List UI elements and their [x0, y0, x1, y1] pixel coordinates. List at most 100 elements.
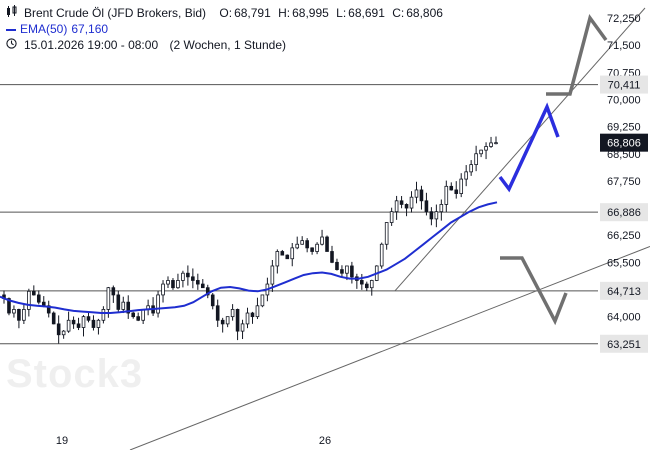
candle-body: [215, 305, 220, 321]
candle-body: [106, 287, 111, 310]
candle-body: [136, 316, 140, 321]
candle-body: [186, 272, 190, 278]
candle-body: [449, 185, 454, 191]
candle-body: [36, 294, 41, 303]
candle-body: [394, 200, 399, 213]
candle-body: [489, 142, 493, 147]
date-range: 15.01.2026 19:00 - 08:00: [24, 38, 159, 52]
candle-body: [315, 243, 319, 252]
candle-body: [66, 319, 71, 332]
candle-body: [340, 269, 344, 274]
candle-body: [91, 319, 96, 328]
candle-body: [330, 251, 334, 263]
watermark: Stock3: [6, 352, 144, 396]
candle-body: [424, 200, 429, 213]
price-tick-label: 65,500: [607, 257, 641, 269]
candle-body: [494, 142, 498, 145]
close-value: 68,806: [406, 6, 443, 20]
time-tick-label: 19: [56, 435, 68, 447]
candle-body: [325, 236, 329, 252]
candle-body: [240, 323, 245, 332]
candle-body: [414, 189, 419, 198]
candle-body: [32, 290, 36, 296]
price-tick-label: 70,000: [607, 94, 641, 106]
candle-body: [96, 319, 101, 328]
candle-body: [300, 240, 304, 245]
candle-body: [444, 185, 449, 205]
candle-body: [61, 330, 66, 336]
candle-body: [399, 200, 404, 205]
candle-body: [350, 265, 354, 278]
candle-body: [230, 309, 235, 318]
candle-body: [384, 222, 389, 245]
bullish-extension-arrow: [546, 13, 608, 96]
close-label: C:: [392, 6, 405, 20]
price-tick-label: 64,000: [607, 312, 641, 324]
candle-body: [360, 280, 364, 285]
level-price-tag-bg: [600, 334, 648, 353]
level-price-tag-bg: [600, 75, 648, 94]
candle-body: [116, 294, 121, 310]
candle-body: [364, 283, 369, 289]
level-price-tag: 66,886: [607, 207, 641, 219]
candle-body: [121, 301, 126, 310]
price-tick-label: 68,500: [607, 149, 641, 161]
ema50-line: [0, 201, 498, 314]
high-value: 68,995: [292, 6, 329, 20]
candle-body: [419, 189, 424, 202]
support-trendline: [129, 245, 650, 450]
level-price-tag: 64,713: [607, 286, 641, 298]
candle-body: [320, 236, 324, 245]
open-value: 68,791: [234, 6, 271, 20]
candle-body: [379, 243, 384, 267]
instrument-name: Brent Crude Öl (JFD Brokers, Bid): [24, 6, 207, 20]
level-price-tag-bg: [600, 281, 648, 300]
candle-body: [17, 309, 21, 321]
candle-body: [131, 312, 136, 318]
candle-body: [141, 309, 145, 321]
candle-body: [305, 240, 309, 249]
current-price-tag: 68,806: [607, 138, 641, 150]
legend-range: 15.01.2026 19:00 - 08:00 (2 Wochen, 1 St…: [6, 37, 290, 53]
candle-body: [285, 254, 290, 260]
price-tick-label: 69,250: [607, 122, 641, 134]
time-axis: 19 26: [56, 435, 331, 447]
candle-body: [76, 323, 81, 328]
ema-swatch: [6, 28, 16, 31]
current-price-tag-bg: [600, 133, 648, 152]
period: (2 Wochen, 1 Stunde): [169, 38, 286, 52]
candle-body: [295, 243, 300, 249]
candle-body: [335, 261, 339, 270]
candle-body: [345, 265, 349, 274]
candle-body: [409, 196, 414, 209]
candle-body: [181, 272, 185, 281]
candle-body: [250, 312, 255, 318]
candle-body: [369, 280, 374, 289]
open-label: O:: [219, 6, 233, 20]
candle-body: [205, 287, 210, 296]
candle-body: [434, 211, 439, 220]
candle-body: [200, 283, 205, 289]
candle-body: [101, 309, 106, 321]
ema-label: EMA(50): [20, 22, 68, 36]
candle-body: [389, 211, 394, 223]
legend-main: Brent Crude Öl (JFD Brokers, Bid) O: 68,7…: [6, 5, 447, 21]
candle-body: [161, 283, 165, 296]
steep-trendline: [394, 7, 646, 292]
low-value: 68,691: [348, 6, 385, 20]
candle-body: [245, 312, 250, 325]
candle-body: [225, 316, 230, 325]
candle-body: [464, 171, 468, 180]
trend-lines: [129, 7, 650, 450]
scenario-arrows: [498, 13, 608, 326]
candle-body: [280, 251, 285, 256]
price-tick-label: 67,750: [607, 176, 641, 188]
candle-body: [51, 312, 56, 325]
candle-body: [255, 305, 260, 318]
candle-body: [479, 149, 483, 155]
bullish-scenario-arrow: [498, 102, 560, 193]
time-tick-label: 26: [319, 435, 331, 447]
low-label: L:: [336, 6, 347, 20]
candle-body: [404, 204, 409, 209]
